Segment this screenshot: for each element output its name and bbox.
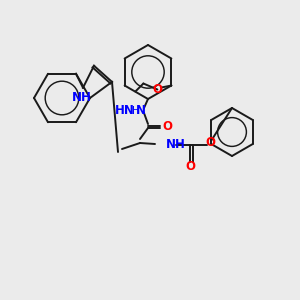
Text: N: N [136, 104, 146, 118]
Text: O: O [152, 83, 162, 96]
Text: O: O [185, 160, 195, 172]
Text: NH: NH [72, 91, 92, 104]
Text: O: O [162, 121, 172, 134]
Text: O: O [205, 136, 215, 149]
Text: H: H [132, 106, 140, 116]
Text: NH: NH [166, 139, 186, 152]
Text: HN: HN [115, 104, 135, 118]
